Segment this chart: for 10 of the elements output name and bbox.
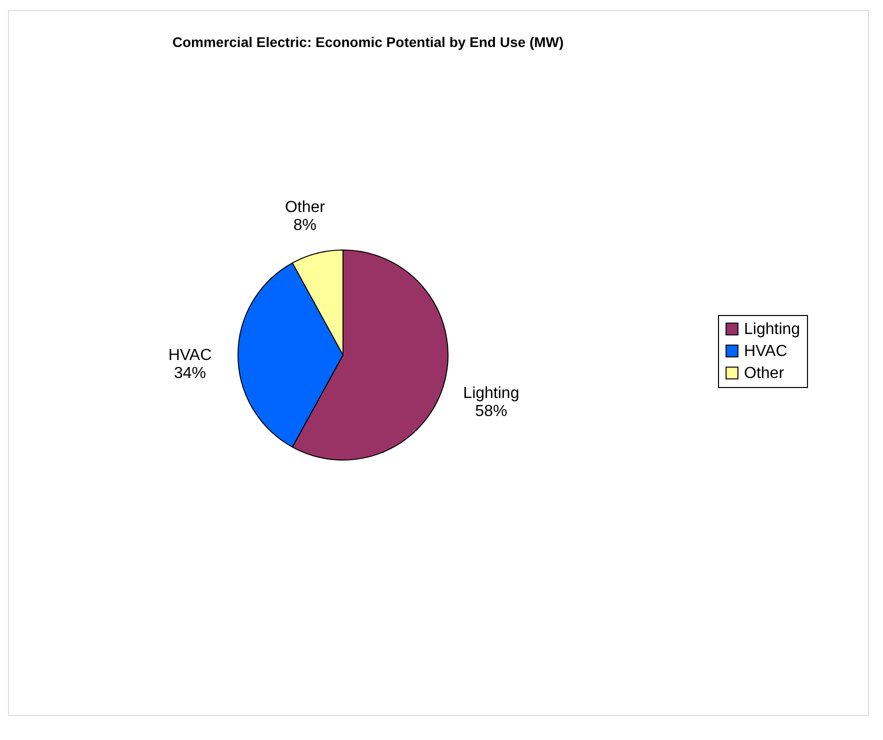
legend-label: HVAC [744,343,788,360]
data-label: 8% [293,216,317,234]
legend-label: Lighting [744,321,800,338]
legend-label: Other [744,365,785,382]
data-label: 58% [475,403,508,420]
slice-label: Other [284,198,326,216]
data-label: 34% [174,365,206,382]
slice-label: HVAC [168,347,212,364]
chart-title: Commercial Electric: Economic Potential by End Use (MW) [172,34,564,50]
slice-label: Lighting [463,385,520,402]
